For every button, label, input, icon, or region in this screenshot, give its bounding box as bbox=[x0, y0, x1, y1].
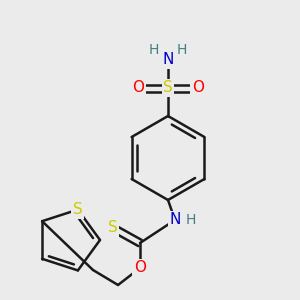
Text: O: O bbox=[192, 80, 204, 95]
Text: S: S bbox=[73, 202, 83, 217]
Text: S: S bbox=[108, 220, 118, 236]
Text: O: O bbox=[132, 80, 144, 95]
Text: H: H bbox=[186, 213, 196, 227]
Text: S: S bbox=[163, 80, 173, 95]
Text: N: N bbox=[169, 212, 181, 227]
Text: H: H bbox=[149, 43, 159, 57]
Text: O: O bbox=[134, 260, 146, 275]
Text: H: H bbox=[177, 43, 187, 57]
Text: N: N bbox=[162, 52, 174, 68]
